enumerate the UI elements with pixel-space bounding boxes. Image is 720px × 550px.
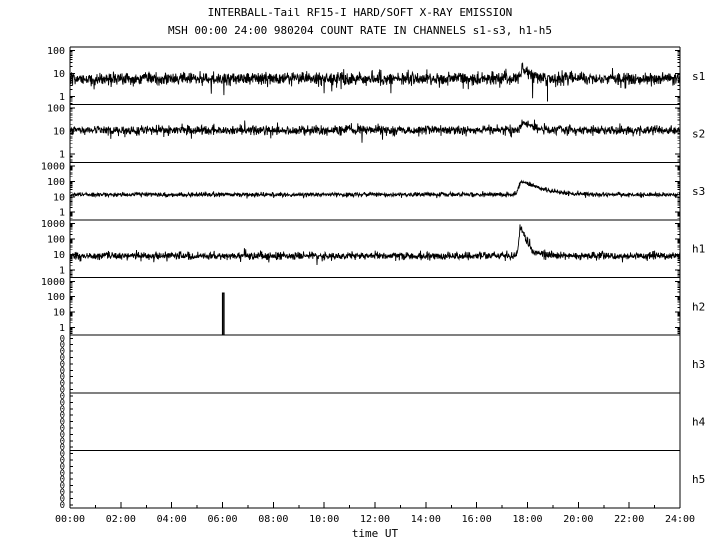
y-tick-zero-label: 0	[60, 469, 65, 479]
y-tick-zero-label: 0	[60, 475, 65, 485]
y-tick-zero-label: 0	[60, 437, 65, 447]
y-tick-zero-label: 0	[60, 443, 65, 453]
plot-layer: 00:00 02:00 04:00 06:00 08:00 10:00 12:00 14:00…	[41, 46, 706, 525]
x-tick-label: 18:00	[512, 514, 542, 525]
panel-label-s1: s1	[692, 70, 705, 83]
x-tick-label: 00:00	[55, 514, 85, 525]
panel-label-h4: h4	[692, 416, 706, 429]
x-tick-label: 08:00	[258, 514, 288, 525]
y-tick-label: 100	[47, 292, 65, 303]
y-tick-label: 100	[47, 46, 65, 57]
y-tick-zero-label: 0	[60, 360, 65, 370]
y-tick-label: 1000	[41, 162, 65, 173]
y-tick-label: 10	[53, 250, 65, 261]
x-tick-label: 06:00	[207, 514, 237, 525]
y-tick-zero-label: 0	[60, 334, 65, 344]
y-tick-zero-label: 0	[60, 450, 65, 460]
y-tick-zero-label: 0	[60, 430, 65, 440]
y-tick-zero-label: 0	[60, 354, 65, 364]
y-tick-zero-label: 0	[60, 392, 65, 402]
y-tick-label: 10	[53, 308, 65, 319]
y-tick-zero-label: 0	[60, 501, 65, 511]
y-tick-label: 10	[53, 127, 65, 138]
y-tick-zero-label: 0	[60, 424, 65, 434]
y-tick-label: 1	[59, 92, 65, 103]
x-tick-label: 02:00	[106, 514, 136, 525]
y-tick-zero-label: 0	[60, 373, 65, 383]
x-tick-label: 20:00	[563, 514, 593, 525]
y-tick-label: 100	[47, 104, 65, 115]
y-tick-zero-label: 0	[60, 411, 65, 421]
panel-label-h5: h5	[692, 473, 705, 486]
y-tick-label: 1	[59, 265, 65, 276]
y-tick-label: 1	[59, 150, 65, 161]
y-tick-label: 1	[59, 208, 65, 219]
y-tick-label: 10	[53, 69, 65, 80]
panel-label-h3: h3	[692, 358, 705, 371]
y-tick-zero-label: 0	[60, 341, 65, 351]
y-tick-zero-label: 0	[60, 482, 65, 492]
panel-label-h2: h2	[692, 300, 705, 313]
panel-label-s2: s2	[692, 127, 705, 140]
y-tick-label: 10	[53, 192, 65, 203]
panel-label-s3: s3	[692, 185, 705, 198]
x-tick-label: 12:00	[360, 514, 390, 525]
y-tick-zero-label: 0	[60, 488, 65, 498]
y-tick-label: 1000	[41, 277, 65, 288]
y-tick-zero-label: 0	[60, 462, 65, 472]
x-tick-label: 24:00	[665, 514, 695, 525]
y-tick-zero-label: 0	[60, 398, 65, 408]
trace-s1	[69, 62, 681, 99]
trace-s3	[69, 179, 681, 199]
x-tick-label: 22:00	[614, 514, 644, 525]
y-tick-label: 100	[47, 235, 65, 246]
trace-s2	[69, 119, 681, 143]
x-tick-label: 04:00	[157, 514, 187, 525]
y-tick-label: 1000	[41, 219, 65, 230]
chart-title: INTERBALL-Tail RF15-I HARD/SOFT X-RAY EM…	[208, 6, 513, 19]
y-tick-zero-label: 0	[60, 379, 65, 389]
y-tick-zero-label: 0	[60, 366, 65, 376]
y-tick-zero-label: 0	[60, 418, 65, 428]
y-tick-zero-label: 0	[60, 347, 65, 357]
x-tick-label: 10:00	[309, 514, 339, 525]
y-tick-zero-label: 0	[60, 494, 65, 504]
y-tick-label: 100	[47, 177, 65, 188]
y-tick-zero-label: 0	[60, 456, 65, 466]
x-tick-label: 14:00	[411, 514, 441, 525]
y-tick-label: 1	[59, 323, 65, 334]
trace-h1	[69, 224, 681, 266]
panel-label-h1: h1	[692, 243, 705, 256]
x-axis-title: time UT	[352, 527, 399, 540]
x-tick-label: 16:00	[462, 514, 492, 525]
chart-subtitle: MSH 00:00 24:00 980204 COUNT RATE IN CHA…	[168, 24, 552, 37]
y-tick-zero-label: 0	[60, 386, 65, 396]
y-tick-zero-label: 0	[60, 405, 65, 415]
spike-h2	[221, 292, 225, 336]
